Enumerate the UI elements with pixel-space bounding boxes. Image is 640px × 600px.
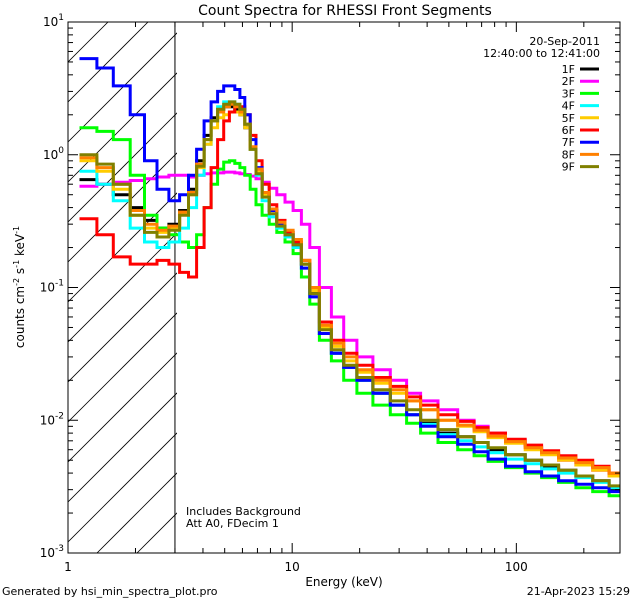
hatch-line bbox=[68, 432, 177, 543]
annotation-attenuator: Att A0, FDecim 1 bbox=[186, 517, 279, 530]
legend-label-7F: 7F bbox=[562, 136, 575, 149]
series-line-9F bbox=[79, 100, 620, 488]
legend-label-5F: 5F bbox=[562, 112, 575, 125]
x-tick-label: 10 bbox=[285, 560, 300, 574]
y-tick-label: 10-1 bbox=[40, 279, 64, 295]
legend-label-3F: 3F bbox=[562, 87, 575, 100]
hatch-line bbox=[68, 392, 177, 503]
series-line-5F bbox=[79, 110, 620, 478]
hatch-line bbox=[68, 272, 177, 383]
hatch-line bbox=[136, 512, 177, 553]
legend-label-9F: 9F bbox=[562, 161, 575, 174]
date-label: 20-Sep-2011 bbox=[529, 35, 600, 48]
y-tick-label: 101 bbox=[43, 13, 64, 29]
hatch-line bbox=[96, 472, 177, 553]
series-line-4F bbox=[79, 100, 620, 490]
hatch-line bbox=[68, 352, 177, 463]
timestamp-label: 21-Apr-2023 15:29 bbox=[527, 585, 630, 598]
x-axis-label: Energy (keV) bbox=[305, 575, 382, 589]
series-line-1F bbox=[79, 105, 620, 492]
y-tick-label: 10-2 bbox=[40, 411, 64, 427]
hatch-line bbox=[68, 32, 177, 143]
hatch-line bbox=[68, 72, 177, 183]
hatch-line bbox=[68, 152, 177, 263]
legend-label-4F: 4F bbox=[562, 100, 575, 113]
x-tick-label: 1 bbox=[64, 560, 72, 574]
hatch-line bbox=[68, 112, 177, 223]
legend-label-1F: 1F bbox=[562, 63, 575, 76]
legend-label-8F: 8F bbox=[562, 148, 575, 161]
chart-title: Count Spectra for RHESSI Front Segments bbox=[198, 3, 492, 19]
axes: 1 10 100 101 100 10-1 10-2 10-3 bbox=[40, 13, 620, 574]
series-line-2F bbox=[79, 170, 620, 478]
series-group bbox=[79, 57, 620, 498]
generated-by-label: Generated by hsi_min_spectra_plot.pro bbox=[2, 585, 218, 598]
attenuator-hatch-region bbox=[68, 22, 177, 553]
x-tick-label: 100 bbox=[505, 560, 528, 574]
y-tick-label: 100 bbox=[43, 146, 64, 162]
series-line-8F bbox=[79, 102, 620, 475]
series-line-3F bbox=[79, 126, 620, 498]
time-range-label: 12:40:00 to 12:41:00 bbox=[483, 47, 600, 60]
y-tick-label: 10-3 bbox=[40, 544, 64, 560]
series-line-7F bbox=[79, 57, 620, 494]
legend-label-6F: 6F bbox=[562, 124, 575, 137]
annotation-background: Includes Background bbox=[186, 505, 301, 518]
legend-label-2F: 2F bbox=[562, 75, 575, 88]
series-line-6F bbox=[79, 105, 620, 475]
y-axis-label: counts cm-2 s-1 keV-1 bbox=[12, 226, 27, 348]
hatch-line bbox=[68, 312, 177, 423]
